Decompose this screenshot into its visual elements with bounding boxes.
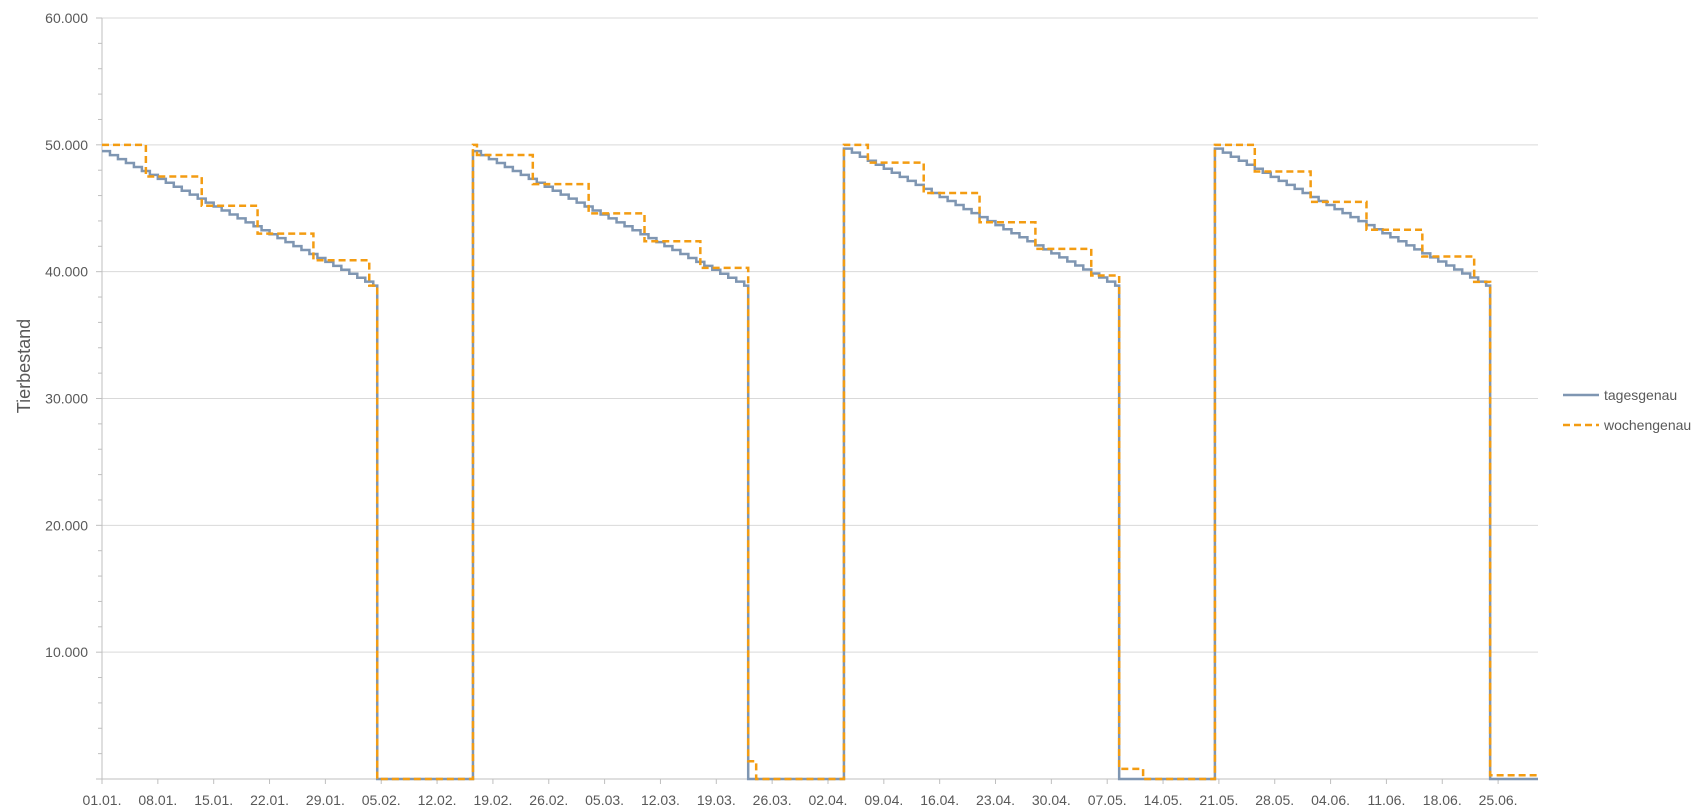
y-tick-label-2: 20.000: [45, 517, 88, 533]
x-tick-label-15: 16.04.: [920, 792, 959, 808]
x-tick-label-1: 08.01.: [138, 792, 177, 808]
x-tick-label-18: 07.05.: [1088, 792, 1127, 808]
x-tick-label-0: 01.01.: [83, 792, 122, 808]
x-tick-label-11: 19.03.: [697, 792, 736, 808]
legend-label-tagesgenau: tagesgenau: [1604, 387, 1677, 403]
x-tick-label-2: 15.01.: [194, 792, 233, 808]
x-tick-label-19: 14.05.: [1144, 792, 1183, 808]
x-tick-label-24: 18.06.: [1423, 792, 1462, 808]
series-line-wochengenau: [102, 143, 1538, 781]
series-lines: [102, 143, 1538, 781]
x-tick-label-16: 23.04.: [976, 792, 1015, 808]
x-tick-label-17: 30.04.: [1032, 792, 1071, 808]
y-axis-title: Tierbestand: [14, 319, 34, 413]
x-tick-label-12: 26.03.: [753, 792, 792, 808]
x-tick-label-20: 21.05.: [1199, 792, 1238, 808]
legend: tagesgenau wochengenau: [1563, 387, 1691, 433]
gridlines: [102, 17, 1538, 653]
y-tick-label-5: 50.000: [45, 137, 88, 153]
y-tick-label-4: 40.000: [45, 264, 88, 280]
x-tick-label-9: 05.03.: [585, 792, 624, 808]
y-tick-label-1: 10.000: [45, 644, 88, 660]
x-tick-label-6: 12.02.: [418, 792, 457, 808]
x-tick-label-14: 09.04.: [864, 792, 903, 808]
axes: [96, 17, 1538, 784]
x-tick-label-21: 28.05.: [1255, 792, 1294, 808]
x-tick-label-4: 29.01.: [306, 792, 345, 808]
x-tick-label-5: 05.02.: [362, 792, 401, 808]
tick-labels: 10.000 20.000 30.000 40.000 50.000 60.000 01.0…: [45, 10, 1517, 808]
x-tick-label-10: 12.03.: [641, 792, 680, 808]
y-tick-label-6: 60.000: [45, 10, 88, 26]
x-tick-label-7: 19.02.: [473, 792, 512, 808]
x-tick-label-3: 22.01.: [250, 792, 289, 808]
legend-label-wochengenau: wochengenau: [1603, 417, 1691, 433]
x-tick-label-25: 25.06.: [1479, 792, 1518, 808]
x-tick-label-23: 11.06.: [1367, 792, 1405, 808]
x-tick-label-22: 04.06.: [1311, 792, 1350, 808]
y-tick-label-3: 30.000: [45, 391, 88, 407]
x-tick-label-13: 02.04.: [809, 792, 848, 808]
series-line-tagesgenau: [102, 147, 1538, 781]
x-tick-label-8: 26.02.: [529, 792, 568, 808]
